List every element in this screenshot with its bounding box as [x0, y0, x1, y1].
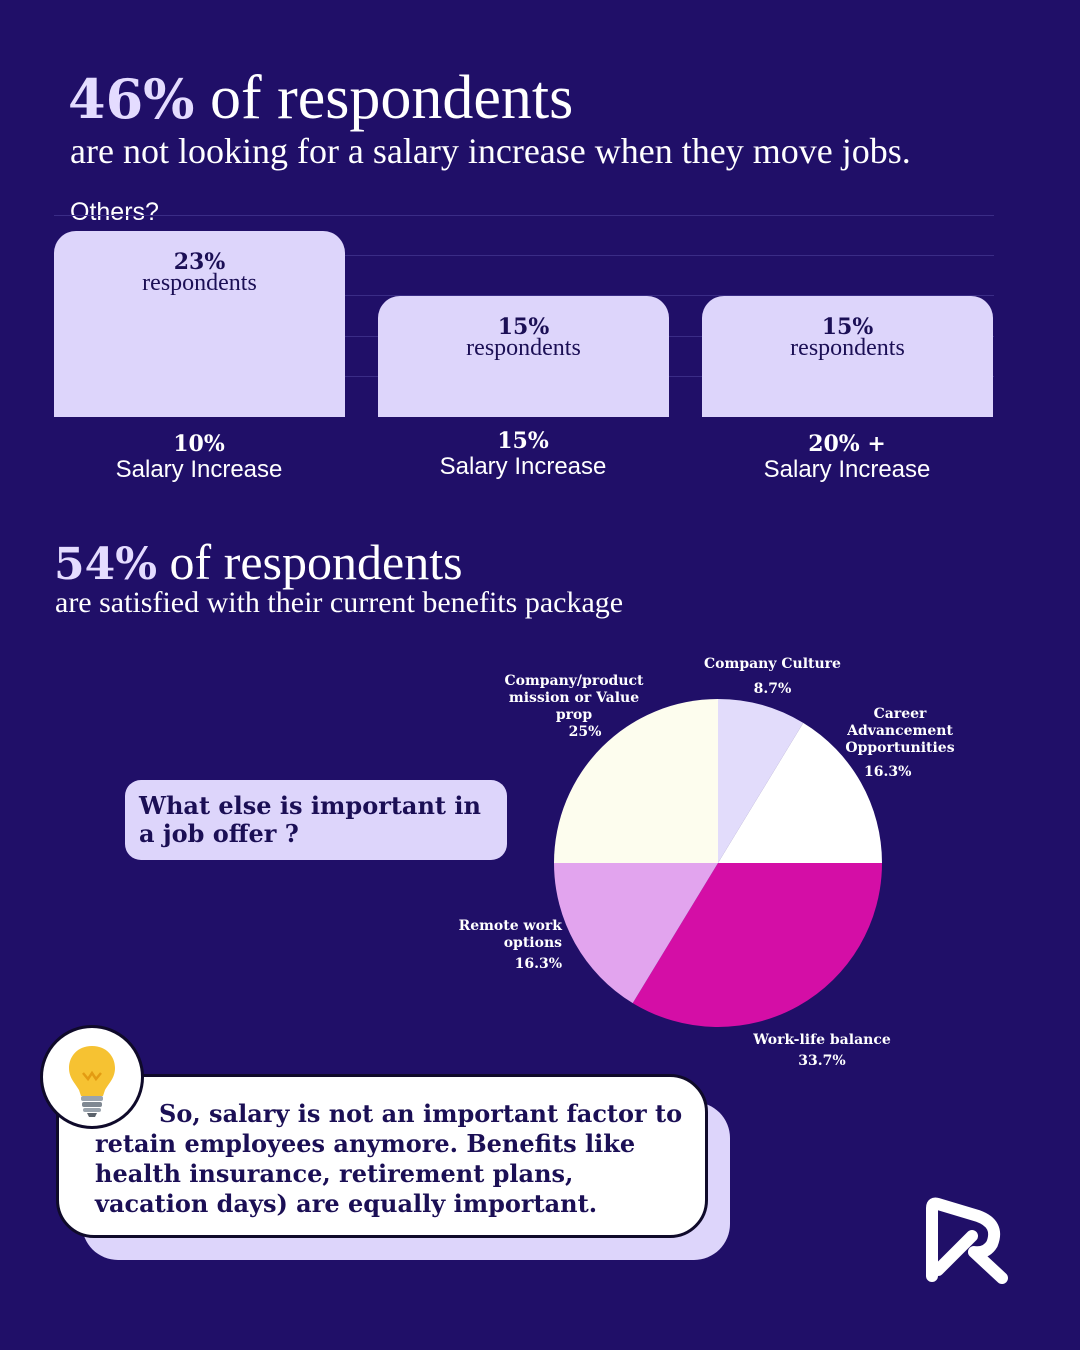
headline-1-rest: of respondents	[194, 64, 574, 132]
bar-unit-label: respondents	[142, 270, 257, 296]
headline-2: 54% of respondents	[54, 532, 463, 595]
headline-2-highlight: 54%	[54, 539, 158, 590]
pie-slice	[718, 722, 882, 863]
bar-category-text: Salary Increase	[439, 453, 607, 480]
bar-category-value: 10%	[173, 431, 225, 457]
pie-label-value: 16.3%	[514, 956, 562, 972]
bar-value-label: 15%	[821, 314, 874, 340]
bar-category-value: 15%	[497, 428, 549, 454]
gridline	[54, 215, 994, 216]
bar-unit-label: respondents	[466, 335, 581, 361]
pie-label-work-life: Work-life balance 33.7%	[742, 1032, 902, 1070]
headline-1: 46% of respondents	[68, 62, 573, 135]
question-box: What else is important in a job offer ?	[125, 780, 507, 860]
lightbulb-icon	[69, 1046, 115, 1117]
bar-value-label: 23%	[173, 249, 226, 275]
pie-label-career: Career Advancement Opportunities 16.3%	[838, 706, 962, 781]
bar: 23% respondents	[54, 231, 345, 417]
bar-value-label: 15%	[497, 314, 550, 340]
pie-label-text: Work-life balance	[753, 1032, 891, 1048]
pie-label-value: 16.3%	[864, 764, 912, 780]
bar-category-label: 10% Salary Increase	[54, 431, 344, 483]
bar-category-label: 20% + Salary Increase	[702, 431, 992, 483]
pie-label-value: 25%	[568, 724, 602, 740]
bar-category-text: Salary Increase	[115, 456, 283, 483]
headline-2-subtitle: are satisfied with their current benefit…	[55, 586, 624, 619]
bar: 15% respondents	[378, 296, 669, 417]
bar: 15% respondents	[702, 296, 993, 417]
pie-slice	[554, 863, 718, 1004]
bulb-badge	[40, 1025, 144, 1129]
pie-label-mission: Company/product mission or Value prop 25…	[496, 673, 652, 741]
pie-label-text: Company Culture	[704, 656, 841, 672]
pie-label-text: Company/product mission or Value prop	[504, 673, 644, 723]
brand-logo-icon	[926, 1197, 1008, 1284]
pie-chart	[554, 699, 882, 1027]
pie-label-company-culture: Company Culture 8.7%	[700, 656, 845, 698]
bar-category-value: 20% +	[808, 431, 886, 457]
pie-label-value: 33.7%	[798, 1053, 846, 1069]
pie-slice	[718, 699, 804, 863]
pie-slice	[554, 699, 718, 863]
callout-box: So, salary is not an important factor to…	[56, 1074, 708, 1238]
pie-label-remote: Remote work options 16.3%	[448, 918, 562, 973]
bar-category-label: 15% Salary Increase	[378, 428, 668, 480]
bar-category-text: Salary Increase	[763, 456, 931, 483]
gridline	[54, 255, 994, 256]
pie-label-value: 8.7%	[753, 681, 792, 697]
pie-label-text: Remote work options	[458, 918, 562, 951]
pie-slice	[632, 863, 882, 1027]
headline-1-highlight: 46%	[68, 67, 195, 131]
headline-2-rest: of respondents	[157, 534, 463, 590]
pie-label-text: Career Advancement Opportunities	[845, 706, 955, 756]
others-label: Others?	[70, 198, 159, 226]
headline-1-subtitle: are not looking for a salary increase wh…	[70, 131, 911, 171]
gridline	[54, 295, 994, 296]
bar-unit-label: respondents	[790, 335, 905, 361]
